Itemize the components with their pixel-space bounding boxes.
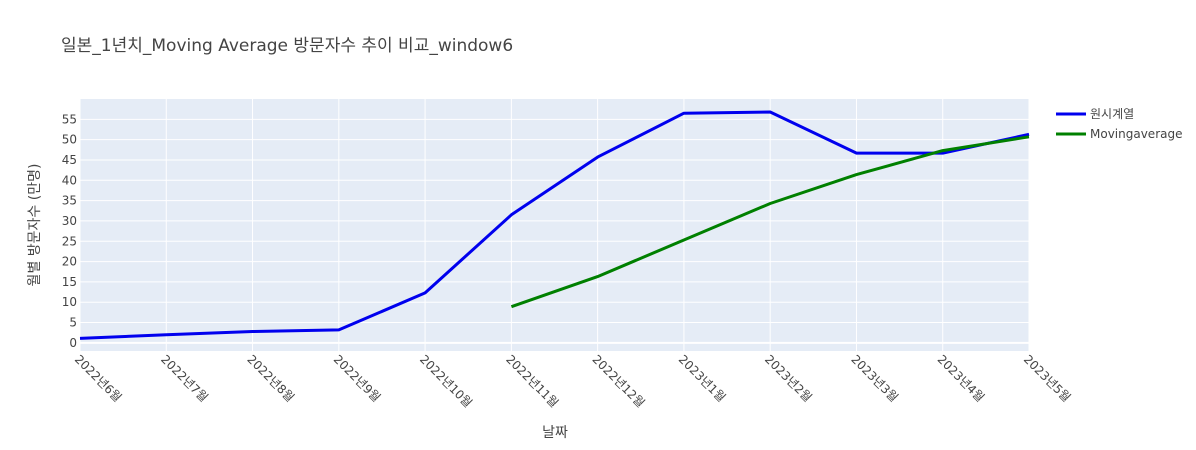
x-tick-label: 2023년5월 — [1021, 352, 1074, 405]
legend-label[interactable]: 원시계열 — [1090, 107, 1134, 121]
x-tick-label: 2022년8월 — [244, 352, 297, 405]
x-tick-label: 2022년10월 — [417, 352, 475, 410]
y-tick-label: 5 — [69, 316, 77, 330]
legend-label[interactable]: Movingaverage — [1090, 127, 1182, 141]
y-tick-label: 35 — [62, 194, 77, 208]
chart-title: 일본_1년치_Moving Average 방문자수 추이 비교_window6 — [61, 36, 513, 56]
y-tick-label: 55 — [62, 112, 77, 126]
x-tick-label: 2023년2월 — [762, 352, 815, 405]
y-tick-label: 15 — [62, 275, 77, 289]
x-axis-title: 날짜 — [542, 425, 568, 441]
y-tick-label: 25 — [62, 234, 77, 248]
y-axis-title: 월별 방문자수 (만명) — [27, 164, 43, 287]
y-gridlines — [80, 118, 1029, 344]
x-tick-label: 2022년6월 — [72, 352, 125, 405]
y-tick-label: 20 — [62, 255, 77, 269]
plot-area — [80, 99, 1029, 351]
x-tick-label: 2022년9월 — [331, 352, 384, 405]
y-tick-label: 40 — [62, 173, 77, 187]
x-gridlines — [79, 99, 1030, 351]
x-tick-label: 2023년1월 — [676, 352, 729, 405]
x-tick-label: 2023년3월 — [848, 352, 901, 405]
y-tick-label: 30 — [62, 214, 77, 228]
y-tick-label: 50 — [62, 133, 77, 147]
series-line-0[interactable] — [79, 110, 1030, 340]
y-tick-label: 0 — [69, 336, 77, 350]
x-tick-label: 2022년11월 — [503, 352, 561, 410]
legend[interactable]: 원시계열 Movingaverage — [1056, 107, 1182, 141]
series-line-1[interactable] — [510, 135, 1030, 309]
x-tick-label: 2022년12월 — [590, 352, 648, 410]
x-tick-label: 2022년7월 — [158, 352, 211, 405]
y-tick-label: 10 — [62, 295, 77, 309]
x-tick-label: 2023년4월 — [935, 352, 988, 405]
y-tick-label: 45 — [62, 153, 77, 167]
